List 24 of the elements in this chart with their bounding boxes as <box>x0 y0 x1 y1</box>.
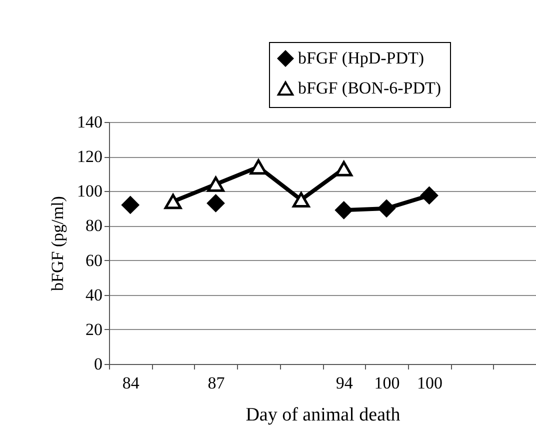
y-tick-label: 100 <box>77 182 102 201</box>
x-tick-label: 87 <box>208 374 226 392</box>
y-tick-label: 20 <box>86 320 102 339</box>
y-axis-title: bFGF (pg/ml) <box>48 196 67 291</box>
y-tick-label: 140 <box>77 112 102 132</box>
y-tick-label: 40 <box>86 285 102 304</box>
point <box>122 196 140 214</box>
x-tick-label: 100 <box>374 374 400 392</box>
x-tick-label: 100 <box>417 374 442 392</box>
x-tick-label: 84 <box>122 374 140 392</box>
point <box>335 161 353 176</box>
point <box>207 176 224 192</box>
x-axis-title: Day of animal death <box>246 404 401 426</box>
y-tick-label: 120 <box>77 147 102 166</box>
x-tick-label: 94 <box>336 374 354 392</box>
point <box>164 194 182 210</box>
point <box>250 159 268 175</box>
y-tick-label: 80 <box>86 216 102 236</box>
y-tick-label: 60 <box>86 250 102 270</box>
legend-label: bFGF (HpD-PDT) <box>298 48 424 68</box>
point <box>207 194 224 212</box>
point <box>292 192 310 208</box>
y-tick-label: 0 <box>94 354 102 374</box>
legend-label: bFGF (BON-6-PDT) <box>298 78 442 98</box>
